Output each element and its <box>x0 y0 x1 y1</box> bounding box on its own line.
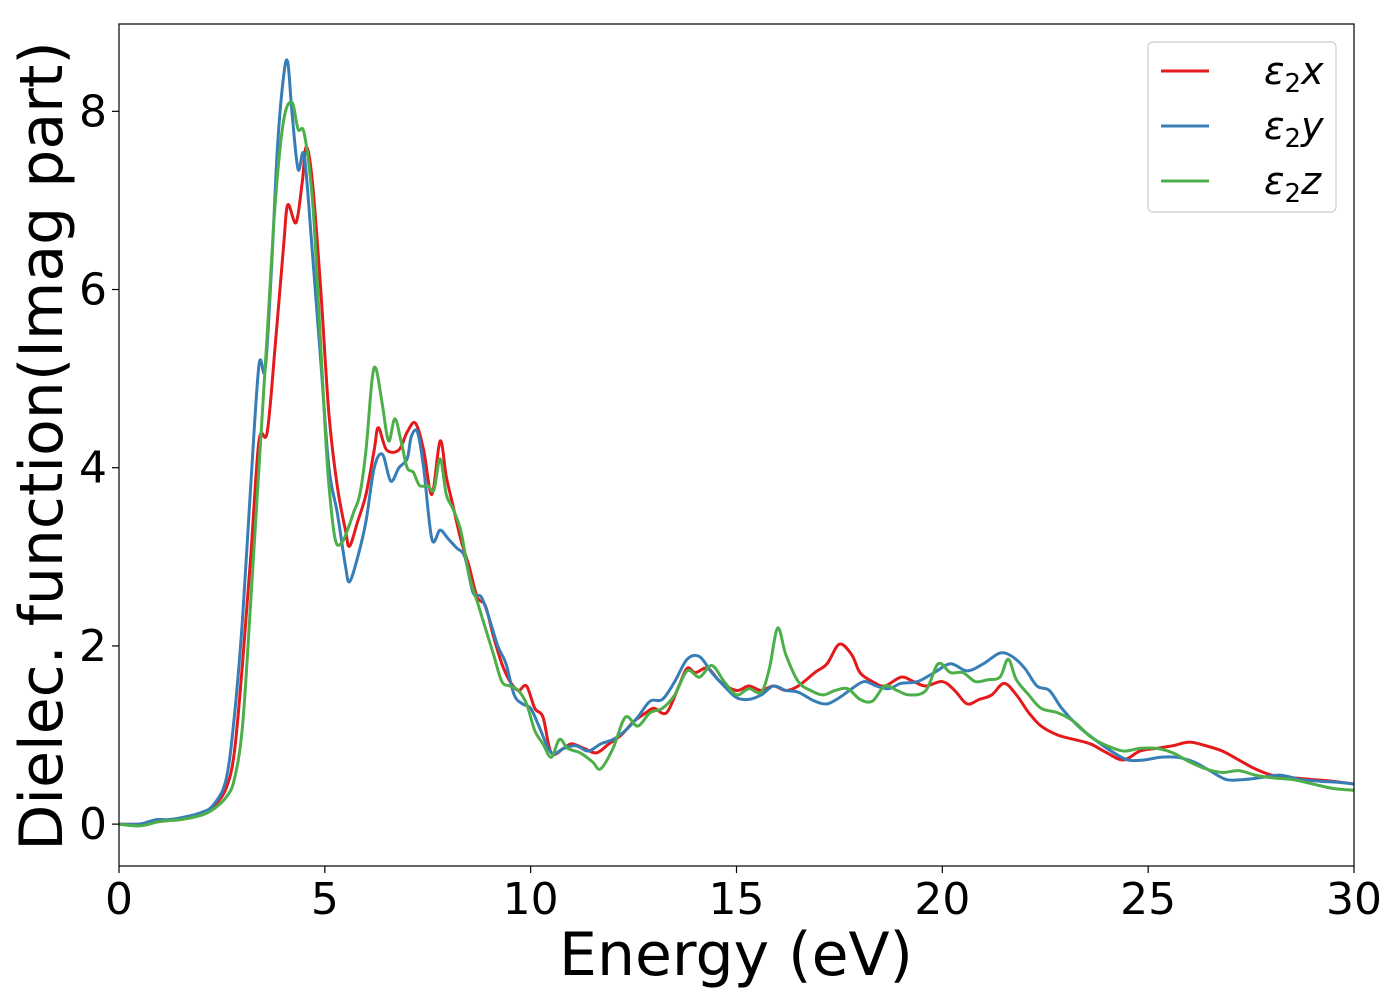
legend-box <box>1147 41 1337 213</box>
x-tick-label: 20 <box>914 874 970 925</box>
legend-label-x: ε2x <box>1264 49 1324 99</box>
legend-label-z: ε2z <box>1264 159 1322 209</box>
x-tick-label: 25 <box>1120 874 1176 925</box>
legend-label-y: ε2y <box>1264 104 1324 154</box>
y-axis-label: Dielec. function(Imag part) <box>7 41 77 851</box>
series-line-x <box>119 145 1354 826</box>
series-line-y <box>119 58 1354 826</box>
y-tick-label: 4 <box>79 443 107 494</box>
y-tick-label: 0 <box>79 799 107 850</box>
x-tick-label: 0 <box>105 874 133 925</box>
x-tick-label: 15 <box>709 874 765 925</box>
y-tick-label: 6 <box>79 265 107 316</box>
x-tick-label: 30 <box>1326 874 1382 925</box>
series-line-z <box>119 100 1354 828</box>
y-tick-label: 8 <box>79 86 107 137</box>
x-tick-label: 5 <box>311 874 339 925</box>
y-tick-label: 2 <box>79 621 107 672</box>
x-axis-label: Energy (eV) <box>559 920 913 990</box>
x-tick-label: 10 <box>503 874 559 925</box>
ticks-layer: 0 5 10 15 20 25 30 0 2 4 6 8 <box>79 86 1382 925</box>
series-layer <box>119 58 1354 828</box>
